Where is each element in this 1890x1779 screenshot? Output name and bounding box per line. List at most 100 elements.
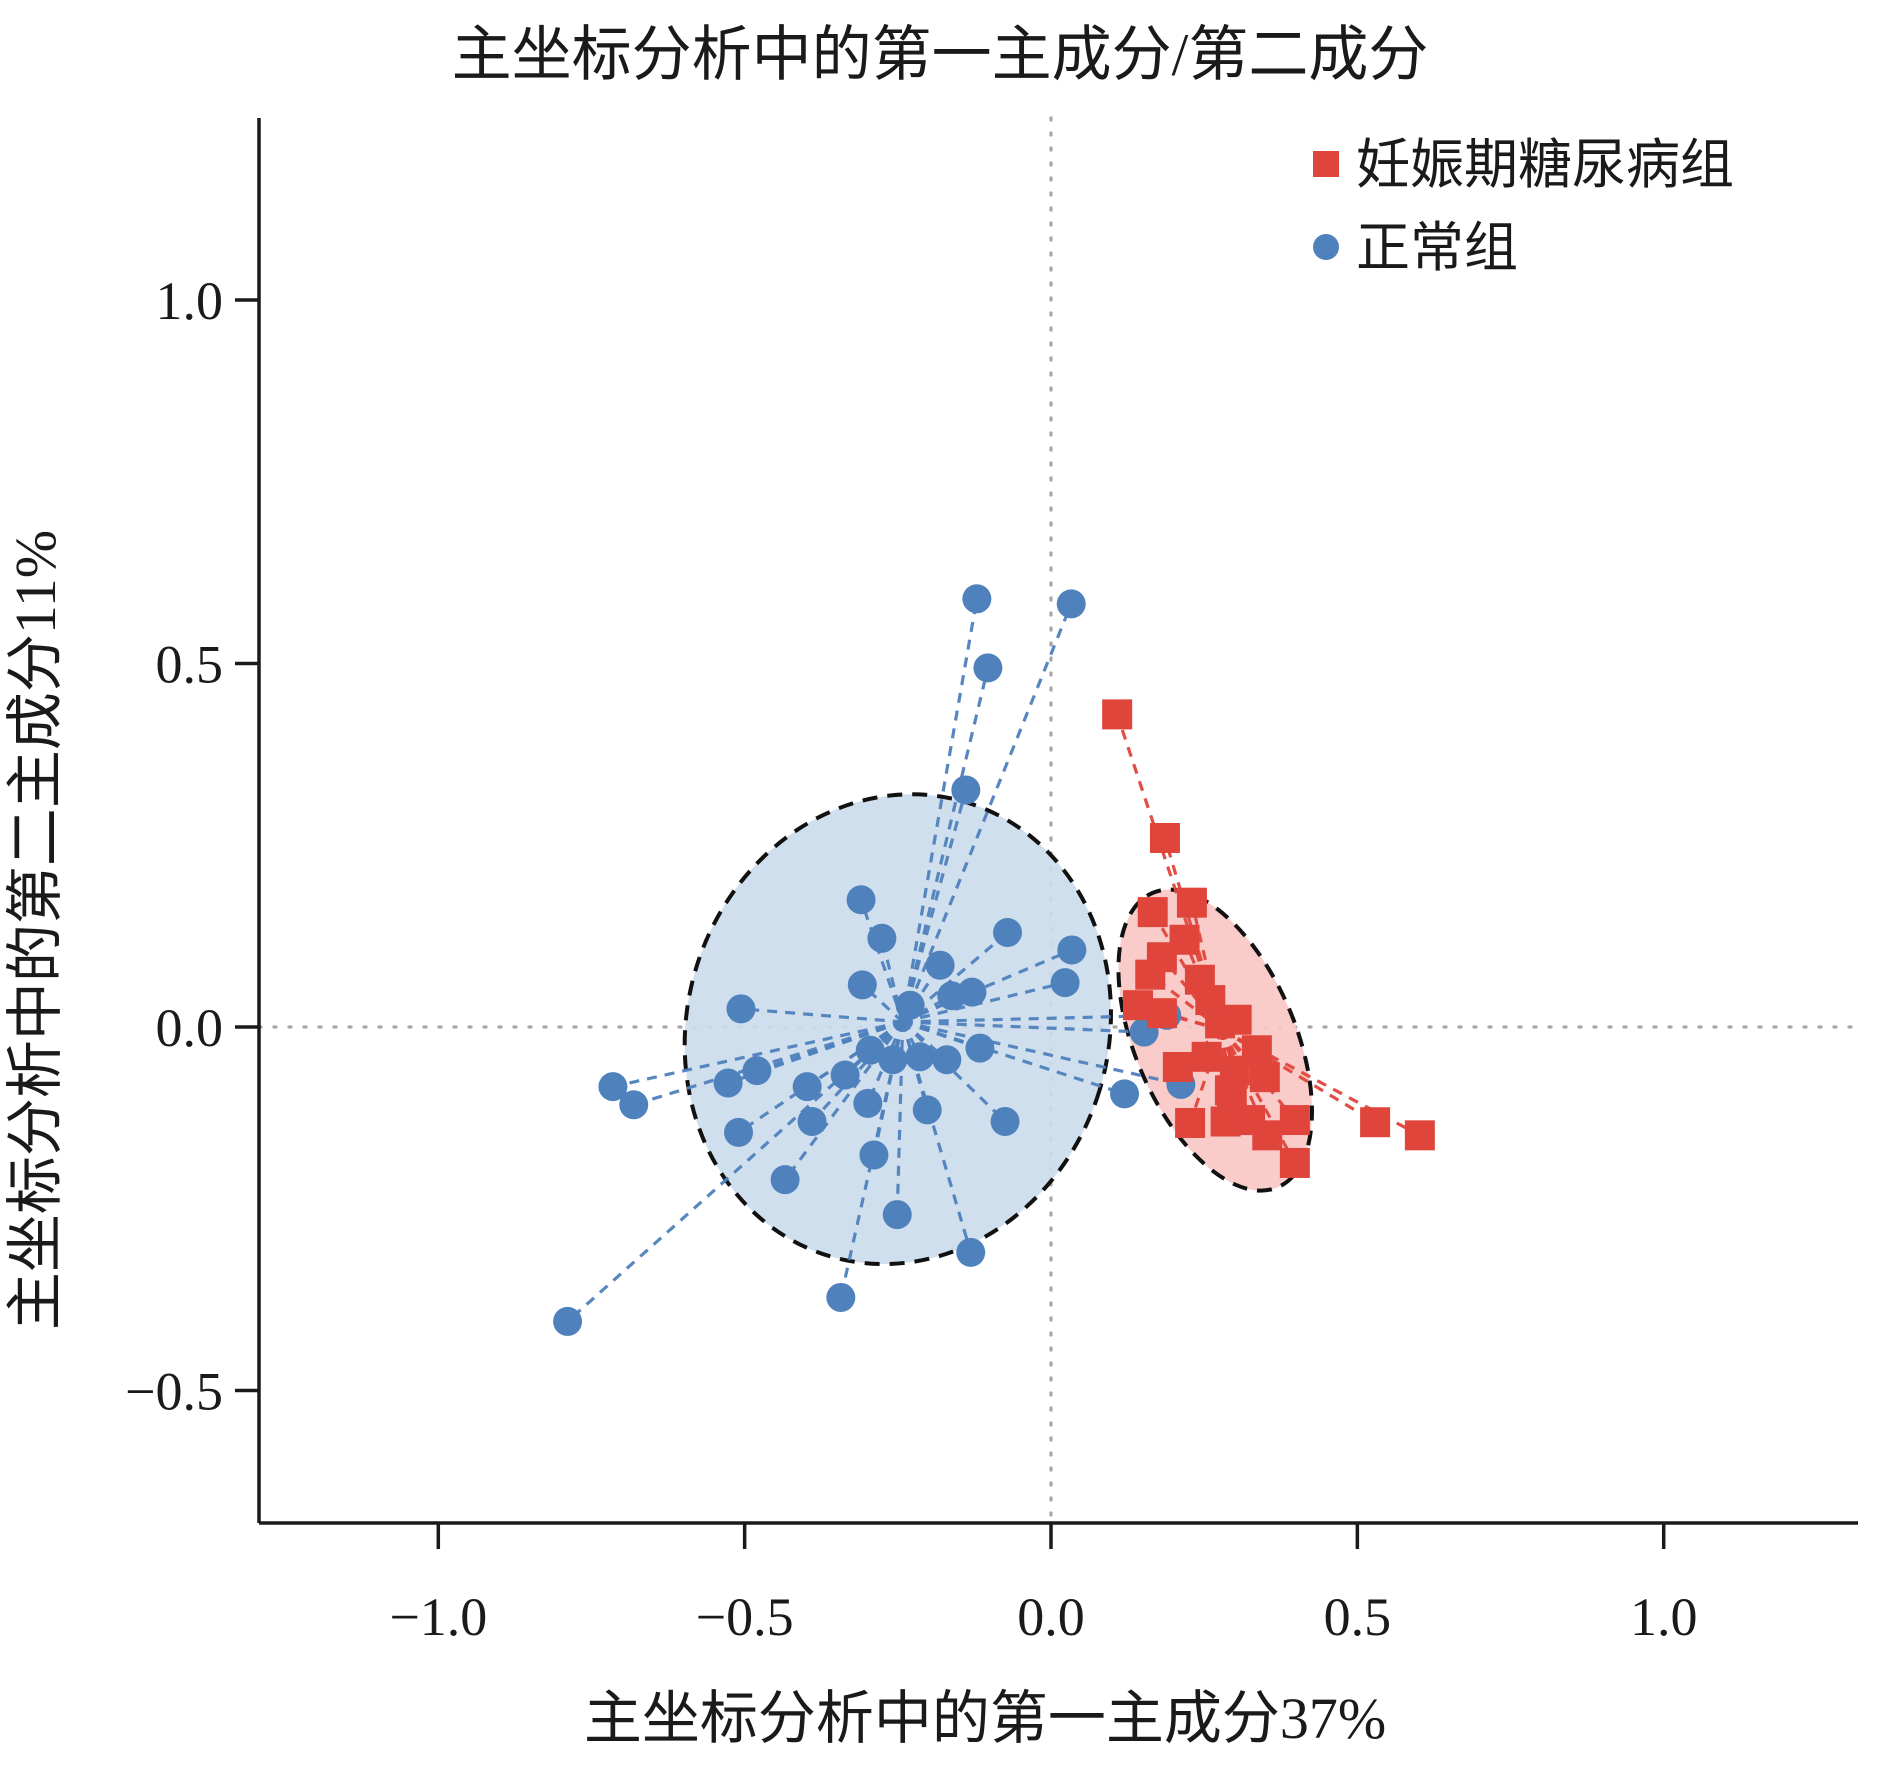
data-point-gdm (1249, 1062, 1280, 1093)
y-axis-tick-label: 0.0 (156, 998, 224, 1058)
data-point-normal (905, 1042, 935, 1072)
x-axis-label: 主坐标分析中的第一主成分37% (584, 1686, 1386, 1751)
legend-label-gdm: 妊娠期糖尿病组 (1356, 135, 1734, 195)
data-point-gdm (1221, 1004, 1252, 1035)
data-point-normal (878, 1045, 908, 1075)
data-point-normal (792, 1072, 822, 1102)
data-point-gdm (1169, 924, 1200, 955)
spider-line-normal (902, 1020, 1145, 1034)
data-point-gdm (1360, 1107, 1391, 1138)
data-point-gdm (1404, 1120, 1435, 1151)
data-point-gdm (1162, 1051, 1193, 1082)
legend-square-marker-gdm (1313, 151, 1339, 177)
data-point-gdm (1191, 1041, 1222, 1072)
data-point-normal (925, 950, 955, 980)
data-point-gdm (1195, 985, 1226, 1016)
data-point-normal (962, 584, 992, 614)
data-point-normal (846, 885, 876, 915)
data-point-normal (726, 994, 756, 1024)
legend-label-normal: 正常组 (1356, 218, 1518, 278)
data-point-normal (853, 1088, 883, 1118)
data-point-normal (724, 1117, 754, 1147)
data-point-normal (1110, 1079, 1140, 1109)
spider-line-normal (839, 1021, 905, 1298)
data-point-gdm (1102, 699, 1133, 730)
reference-lines-layer (257, 116, 1860, 1525)
data-point-normal (1056, 589, 1086, 619)
data-point-normal (867, 923, 897, 953)
data-point-normal (859, 1140, 889, 1170)
data-point-normal (957, 977, 987, 1007)
spider-line-gdm (1221, 1028, 1376, 1124)
spider-line-normal (895, 1021, 905, 1215)
data-point-gdm (1146, 998, 1177, 1029)
data-point-gdm (1210, 1106, 1241, 1137)
data-point-normal (956, 1237, 986, 1267)
spider-line-normal (633, 1020, 904, 1107)
data-point-normal (965, 1033, 995, 1063)
x-axis-tick-label: −0.5 (696, 1587, 794, 1647)
spider-line-normal (902, 1020, 1182, 1086)
spider-line-normal (902, 948, 1073, 1024)
spider-line-gdm (1163, 837, 1224, 1031)
chart-title: 主坐标分析中的第一主成分/第二成分 (452, 22, 1429, 88)
data-point-gdm (1252, 1120, 1283, 1151)
data-point-normal (973, 653, 1003, 683)
spider-line-normal (901, 667, 990, 1023)
spider-line-normal (806, 1020, 904, 1088)
spider-line-normal (902, 981, 1066, 1024)
spider-line-normal (902, 1020, 1126, 1096)
legend-circle-marker-normal (1313, 234, 1339, 260)
data-point-normal (742, 1056, 772, 1086)
spider-line-normal (901, 603, 1073, 1023)
data-point-normal (990, 1107, 1020, 1137)
data-point-normal (932, 1045, 962, 1075)
x-axis-tick-label: 1.0 (1630, 1587, 1698, 1647)
data-point-gdm (1149, 822, 1180, 853)
spider-line-normal (810, 1020, 904, 1123)
y-axis-tick-label: 0.5 (156, 635, 224, 695)
data-point-normal (830, 1060, 860, 1090)
data-point-normal (770, 1165, 800, 1195)
data-point-normal (951, 775, 981, 805)
data-point-normal (598, 1072, 628, 1102)
spider-line-gdm (1183, 939, 1224, 1031)
spider-line-normal (756, 1020, 904, 1073)
y-axis-tick-label: 1.0 (156, 271, 224, 331)
data-point-gdm (1137, 897, 1168, 928)
spider-line-normal (783, 1020, 905, 1181)
data-point-normal (797, 1107, 827, 1137)
data-point-gdm (1279, 1147, 1310, 1178)
data-points-layer (553, 584, 1435, 1336)
data-point-gdm (1219, 1055, 1250, 1086)
spider-line-normal (859, 899, 905, 1023)
spider-line-gdm (1220, 1029, 1297, 1164)
confidence-ellipse-gdm (1116, 887, 1314, 1193)
y-axis-tick-label: −0.5 (125, 1362, 223, 1422)
spider-line-normal (901, 789, 968, 1023)
data-point-normal (619, 1090, 649, 1120)
data-point-normal (882, 1200, 912, 1230)
spider-line-gdm (1188, 1029, 1224, 1124)
data-point-gdm (1175, 1107, 1206, 1138)
data-point-normal (992, 917, 1022, 947)
data-point-normal (912, 1095, 942, 1125)
y-axis-label: 主坐标分析中的第二主成分11% (3, 530, 68, 1330)
spider-line-normal (612, 1020, 904, 1089)
data-point-normal (855, 1035, 885, 1065)
axes-layer: 1.0 0.5 0.0 −0.5 −1.0 −0.5 0.0 0.5 1.0 (125, 118, 1858, 1647)
data-point-gdm (1279, 1105, 1310, 1136)
spider-line-normal (880, 937, 905, 1023)
data-point-normal (895, 990, 925, 1020)
data-point-gdm (1135, 959, 1166, 990)
x-axis-tick-label: 0.0 (1017, 1587, 1085, 1647)
x-axis-tick-label: 0.5 (1324, 1587, 1392, 1647)
spider-line-normal (902, 1013, 1167, 1024)
legend: 妊娠期糖尿病组 正常组 (1313, 135, 1734, 278)
data-point-gdm (1176, 887, 1207, 918)
data-point-normal (713, 1068, 743, 1098)
spider-line-normal (901, 1020, 1007, 1123)
data-point-normal (553, 1306, 583, 1336)
x-axis-tick-label: −1.0 (389, 1587, 487, 1647)
